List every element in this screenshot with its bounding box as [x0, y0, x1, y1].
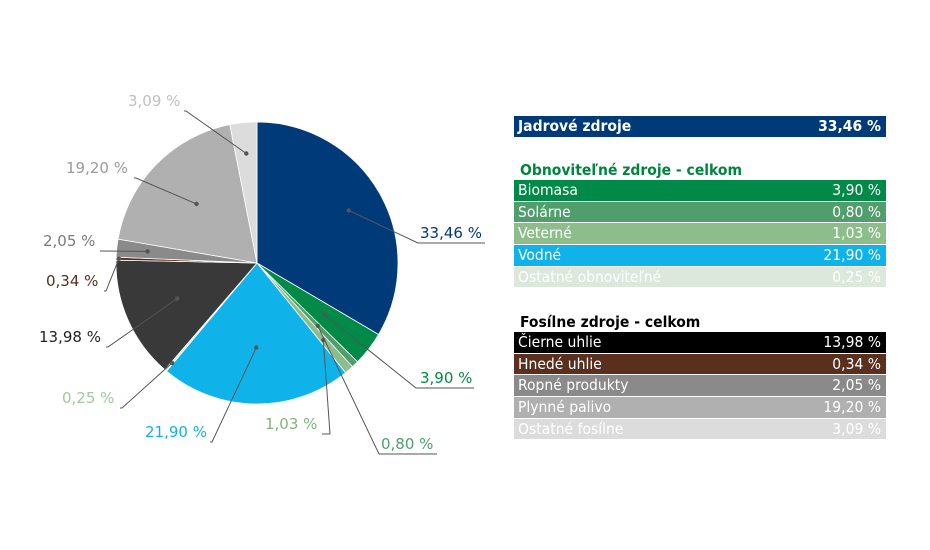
data-label: 0,34 %: [46, 272, 98, 290]
legend-value: 3,90 %: [832, 181, 881, 199]
leader-dot: [244, 151, 249, 156]
leader-dot: [321, 312, 327, 317]
data-label: 3,90 %: [420, 369, 472, 387]
legend-value: 21,90 %: [823, 246, 881, 265]
legend-value: 33,46 %: [818, 117, 881, 135]
leader-line: [134, 177, 197, 205]
data-label: 1,03 %: [265, 415, 317, 433]
leader-dot: [116, 256, 122, 261]
data-label: 3,09 %: [128, 92, 180, 110]
legend-label: Plynné palivo: [518, 398, 612, 417]
legend-row-fossil: Plynné palivo 19,20 %: [514, 397, 886, 419]
fossil-list: Čierne uhlie 13,98 % Hnedé uhlie 0,34 % Ropn…: [514, 332, 886, 441]
leader-line: [106, 298, 178, 348]
legend-label: Vodné: [518, 246, 562, 265]
pie-slice: [256, 121, 399, 336]
legend-row-renewables: Solárne 0,80 %: [514, 201, 886, 224]
legend-row-renewables: Veterné 1,03 %: [514, 223, 886, 246]
legend-value: 3,09 %: [832, 419, 881, 438]
leader-dot: [194, 201, 199, 207]
legend-row-renewables: Ostatné obnoviteľné 0,25 %: [514, 266, 886, 289]
leader-dot: [254, 345, 259, 350]
leader-line: [184, 110, 247, 154]
data-label: 0,80 %: [381, 435, 433, 453]
legend-row-renewables: Biomasa 3,90 %: [514, 180, 886, 202]
data-label: 13,98 %: [39, 328, 101, 346]
leader-line: [317, 325, 437, 455]
leader-dot: [169, 360, 175, 366]
pie-chart: 33,46 % 3,90 % 0,80 % 1,03 % 21,90 % 0,25 % 13…: [39, 92, 485, 455]
leader-line: [210, 347, 257, 443]
legend-label: Ostatné fosílne: [518, 419, 624, 438]
legend-value: 0,34 %: [832, 354, 881, 373]
leader-dot: [174, 296, 180, 301]
legend-row-fossil: Čierne uhlie 13,98 %: [514, 332, 886, 354]
leader-line: [120, 362, 173, 409]
legend-row-renewables: Vodné 21,90 %: [514, 245, 886, 267]
renewables-list: Biomasa 3,90 % Solárne 0,80 % Veterné 1,03 % V…: [514, 180, 886, 289]
data-label: 19,20 %: [66, 159, 128, 177]
data-label: 2,05 %: [43, 232, 95, 250]
legend-value: 2,05 %: [832, 376, 881, 395]
legend-label: Veterné: [518, 224, 572, 243]
legend-value: 0,25 %: [832, 267, 881, 286]
pie-slice: [229, 121, 258, 264]
leader-dot: [315, 323, 320, 328]
legend-label: Čierne uhlie: [518, 333, 602, 351]
legend-row-fossil: Ostatné fosílne 3,09 %: [514, 418, 886, 441]
legend-label: Hnedé uhlie: [518, 354, 602, 373]
data-label: 33,46 %: [420, 224, 482, 242]
legend-row-fossil: Hnedé uhlie 0,34 %: [514, 353, 886, 376]
data-label: 21,90 %: [145, 423, 207, 441]
pie-slice: [165, 262, 347, 405]
legend-row-fossil: Ropné produkty 2,05 %: [514, 375, 886, 398]
leader-line: [322, 339, 331, 435]
pie-slice: [115, 259, 258, 371]
legend-row-nuclear: Jadrové zdroje 33,46 %: [514, 116, 886, 138]
renewables-header: Obnoviteľné zdroje - celkom: [520, 161, 743, 179]
legend-value: 13,98 %: [823, 333, 881, 351]
pie-slice: [117, 124, 258, 264]
legend-label: Ostatné obnoviteľné: [518, 267, 662, 286]
leader-line: [348, 210, 485, 244]
fossil-header: Fosílne zdroje - celkom: [520, 313, 701, 331]
legend-value: 19,20 %: [823, 398, 881, 417]
legend-label: Biomasa: [518, 181, 578, 199]
data-label: 0,25 %: [62, 389, 114, 407]
legend-label: Jadrové zdroje: [518, 117, 632, 135]
legend-label: Ropné produkty: [518, 376, 629, 395]
legend-label: Solárne: [518, 202, 571, 221]
legend-value: 0,80 %: [832, 202, 881, 221]
leader-line: [323, 314, 474, 389]
leader-dot: [145, 249, 150, 254]
leader-dot: [321, 337, 326, 343]
legend-value: 1,03 %: [832, 224, 881, 243]
leader-line: [104, 258, 120, 292]
leader-dot: [346, 208, 351, 213]
